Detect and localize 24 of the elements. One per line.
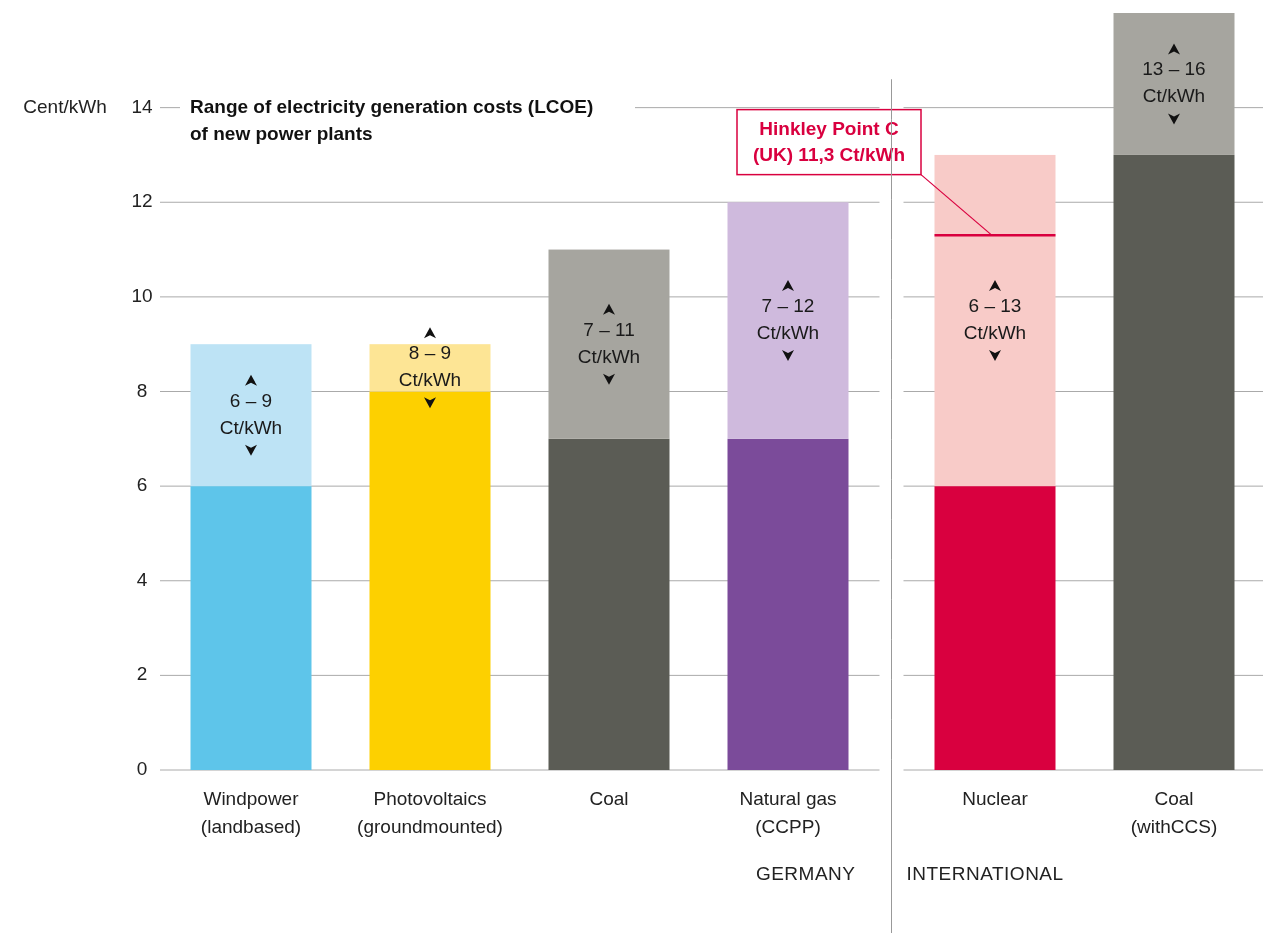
y-tick-label: 0: [136, 758, 148, 780]
y-tick-label: 10: [131, 284, 153, 306]
x-tick-label: Coal (withCCS): [1130, 788, 1218, 838]
y-tick-label: 8: [136, 379, 148, 401]
x-tick-label: Photovoltaics (groundmounted): [357, 788, 503, 838]
annotation: 7 – 11 Ct/kWh: [577, 318, 641, 367]
annotation: 13 – 16 Ct/kWh: [1142, 58, 1206, 107]
annotation: 8 – 9 Ct/kWh: [398, 342, 462, 391]
y-tick-label: 6: [136, 474, 148, 496]
x-tick-label: Windpower (landbased): [200, 788, 302, 838]
y-tick-label: 14: [131, 95, 153, 117]
text: INTERNATIONAL: [906, 863, 1064, 885]
y-axis-title: Cent/kWh: [23, 95, 107, 117]
y-tick-label: 4: [136, 568, 148, 590]
annotation: 6 – 13 Ct/kWh: [963, 295, 1027, 344]
text: GERMANY: [755, 863, 856, 885]
x-tick-label: Natural gas (CCPP): [739, 788, 837, 838]
annotation: 6 – 9 Ct/kWh: [219, 389, 283, 438]
x-tick-label: Coal: [589, 788, 629, 810]
text: Range of electricity generation costs (LCOE) of new power plants: [190, 95, 594, 144]
x-tick-label: Nuclear: [962, 788, 1029, 810]
y-tick-label: 2: [136, 663, 148, 685]
annotation: 7 – 12 Ct/kWh: [756, 295, 820, 344]
y-tick-label: 12: [131, 190, 153, 212]
